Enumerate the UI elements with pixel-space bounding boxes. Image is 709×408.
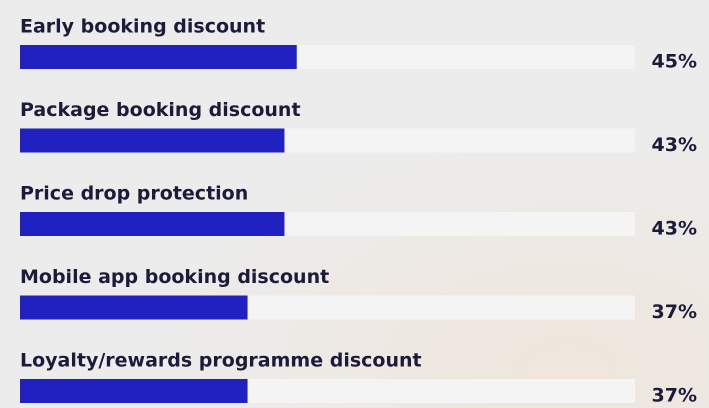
value-label: 45% bbox=[652, 51, 697, 73]
bar bbox=[20, 128, 285, 153]
category-label: Price drop protection bbox=[20, 183, 248, 205]
value-label: 37% bbox=[652, 301, 697, 323]
category-label: Mobile app booking discount bbox=[20, 266, 329, 288]
bar bbox=[20, 45, 297, 69]
bar bbox=[20, 295, 248, 320]
category-label: Package booking discount bbox=[20, 99, 301, 121]
value-label: 43% bbox=[652, 218, 697, 240]
bar bbox=[20, 212, 285, 236]
category-label: Loyalty/rewards programme discount bbox=[20, 350, 422, 372]
bar bbox=[20, 379, 248, 403]
category-label: Early booking discount bbox=[20, 16, 265, 38]
value-label: 43% bbox=[652, 134, 697, 156]
value-label: 37% bbox=[652, 385, 697, 407]
